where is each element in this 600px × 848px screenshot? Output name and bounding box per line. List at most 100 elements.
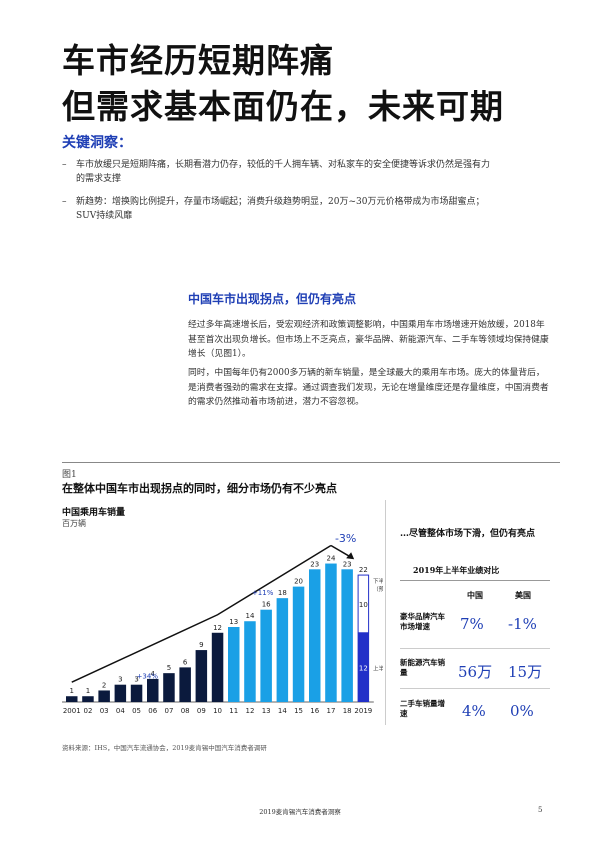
tick-label: 11 (229, 707, 238, 715)
bar (114, 684, 127, 702)
bar (325, 563, 337, 702)
bar-2019-h2-forecast (357, 574, 370, 634)
chart-title: 中国乘用车销量 (62, 508, 126, 518)
bar (276, 598, 289, 702)
data-label: 3 (134, 676, 138, 684)
row-divider (400, 688, 550, 689)
insights-list: 车市放缓只是短期阵痛，长期看潜力仍存，较低的千人拥车辆、对私家车的安全便捷等诉求… (62, 158, 492, 232)
value-nev-us: 15万 (508, 663, 543, 681)
bar (147, 678, 159, 702)
column-china: 中国 (467, 590, 483, 600)
tick-label: 2019 (354, 707, 372, 715)
sales-bar-chart: 1200110220330430540650760890912101311141… (62, 532, 383, 715)
bar-segment-label: 10 (359, 601, 368, 609)
footer-text: 2019麦肯锡汽车消费者洞察 (259, 808, 341, 816)
data-label: 22 (359, 566, 368, 574)
legend-h1: 上半年 (373, 664, 383, 672)
row-label-luxury: 豪华品牌汽车市场增速 (400, 612, 445, 631)
value-used-china: 4% (462, 702, 486, 720)
tick-label: 05 (132, 707, 141, 715)
data-label: 6 (183, 658, 188, 666)
tick-label: 04 (116, 707, 125, 715)
data-label: 14 (245, 612, 254, 620)
figure-title: 在整体中国车市出现拐点的同时，细分市场仍有不少亮点 (62, 482, 337, 495)
growth-annotation: +11% (252, 589, 274, 597)
chart-unit: 百万辆 (62, 519, 86, 528)
tick-label: 10 (213, 707, 222, 715)
bar (292, 586, 305, 702)
tick-label: 2001 (63, 707, 81, 715)
tick-label: 12 (245, 707, 254, 715)
panel-subheading: 2019年上半年业绩对比 (413, 565, 500, 575)
tick-label: 07 (164, 707, 173, 715)
data-label: 23 (310, 560, 319, 568)
tick-label: 18 (343, 707, 352, 715)
legend-h2-forecast: （预测） (373, 585, 383, 593)
source-note: 资料来源：IHS，中国汽车流通协会，2019麦肯锡中国汽车消费者调研 (62, 744, 267, 752)
bar (179, 667, 191, 702)
section-heading: 中国车市出现拐点，但仍有亮点 (188, 292, 357, 306)
tick-label: 03 (100, 707, 109, 715)
data-label: 24 (326, 555, 335, 563)
bar (211, 632, 224, 702)
page-number: 5 (538, 806, 543, 814)
section-paragraph: 经过多年高速增长后，受宏观经济和政策调整影响，中国乘用车市场增速开始放缓，201… (188, 320, 549, 359)
tick-label: 09 (197, 707, 206, 715)
tick-label: 02 (83, 707, 92, 715)
figure-label: 图1 (62, 470, 77, 480)
data-label: 18 (278, 589, 287, 597)
value-nev-china: 56万 (458, 663, 493, 681)
data-label: 3 (118, 676, 122, 684)
tick-label: 08 (181, 707, 190, 715)
bar (130, 684, 143, 702)
bar (98, 690, 110, 702)
title-line-1: 车市经历短期阵痛 (62, 41, 334, 80)
bar (309, 569, 321, 702)
row-label-used: 二手车销量增速 (400, 699, 445, 718)
page-title: 车市经历短期阵痛 但需求基本面仍在，未来可期 (62, 38, 562, 130)
panel-rule (400, 580, 550, 581)
bar (244, 621, 256, 702)
data-label: 2 (102, 681, 106, 689)
data-label: 16 (262, 601, 271, 609)
value-used-us: 0% (510, 702, 534, 720)
trend-arrow-icon (346, 552, 355, 560)
trend-line (71, 544, 332, 683)
growth-annotation: +34% (137, 673, 159, 681)
title-line-2: 但需求基本面仍在，未来可期 (62, 87, 504, 126)
data-label: 20 (294, 578, 303, 586)
value-luxury-china: 7% (460, 615, 484, 633)
insight-item: 车市放缓只是短期阵痛，长期看潜力仍存，较低的千人拥车辆、对私家车的安全便捷等诉求… (62, 158, 492, 186)
data-label: 12 (213, 624, 222, 632)
panel-divider (385, 500, 386, 725)
figure-divider (62, 462, 560, 463)
data-label: 1 (70, 687, 74, 695)
bar (260, 609, 272, 702)
bar (341, 569, 353, 702)
bar (195, 650, 208, 702)
tick-label: 14 (278, 707, 287, 715)
data-label: 1 (86, 687, 90, 695)
bar-2019-h1 (357, 632, 370, 702)
tick-label: 13 (262, 707, 271, 715)
tick-label: 15 (294, 707, 303, 715)
trend-line-end (330, 544, 352, 558)
legend-h2: 下半年 (373, 577, 383, 585)
row-divider (400, 648, 550, 649)
bar (228, 627, 240, 702)
bar-segment-label: 12 (359, 664, 368, 672)
bar (82, 696, 94, 702)
data-label: 23 (343, 560, 352, 568)
tick-label: 06 (148, 707, 157, 715)
data-label: 4 (151, 670, 156, 678)
column-us: 美国 (515, 590, 531, 600)
tick-label: 17 (326, 707, 335, 715)
insights-heading: 关键洞察： (62, 135, 132, 151)
tick-label: 16 (310, 707, 319, 715)
bar (66, 696, 78, 702)
insight-item: 新趋势：增换购比例提升，存量市场崛起；消费升级趋势明显，20万~30万元价格带成… (62, 195, 492, 223)
bar (163, 673, 175, 702)
data-label: 5 (167, 664, 171, 672)
growth-annotation: -3% (335, 532, 356, 545)
data-label: 13 (229, 618, 238, 626)
